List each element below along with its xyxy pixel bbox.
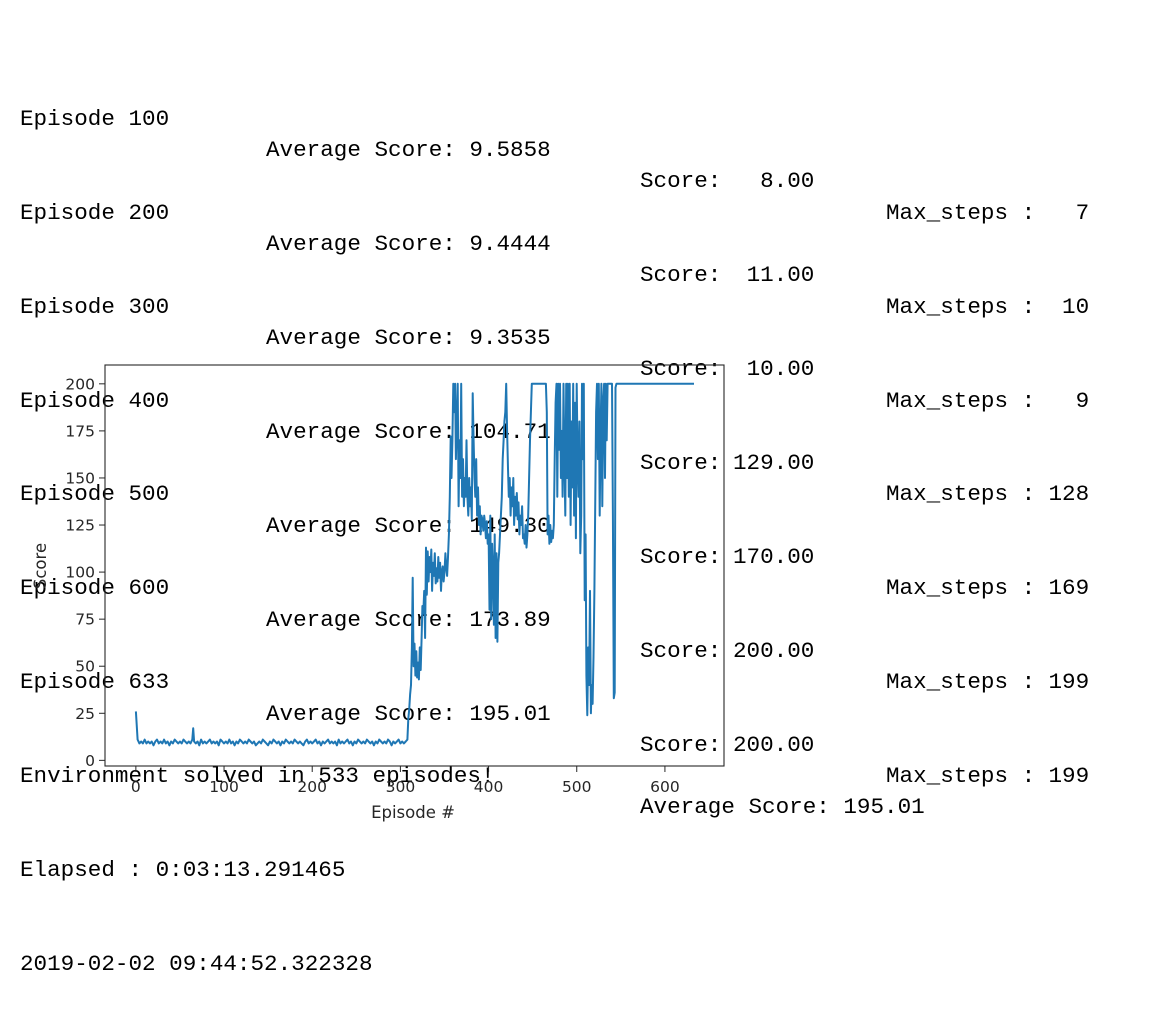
episode-label: Episode 300 <box>20 293 170 320</box>
score-label: Score: <box>640 637 722 664</box>
elapsed-time: Elapsed : 0:03:13.291465 <box>20 857 346 884</box>
max-steps-field: Max_steps : 9 <box>886 386 1089 417</box>
series-layer <box>134 382 694 747</box>
max-steps-value: 7 <box>1075 199 1090 226</box>
max-steps-value: 10 <box>1062 293 1090 320</box>
log-line-episode-500: Episode 500 Average Score: 149.30 Score:… <box>20 448 1089 601</box>
score-label: Score: <box>640 450 722 477</box>
plot-border <box>104 364 725 767</box>
y-tick-label: 25 <box>75 705 95 723</box>
y-tick-label: 125 <box>65 517 95 535</box>
max-steps-field: Max_steps : 10 <box>886 292 1089 323</box>
score-chart-container: 0 100 200 300 400 500 600 0 25 50 75 100 125 150 175 2… <box>31 364 725 822</box>
score-label: Score: <box>640 262 722 289</box>
score-field: Score: 170.00 <box>640 542 814 573</box>
max-steps-field: Max_steps : 199 <box>886 667 1089 698</box>
y-tick-label: 175 <box>65 422 95 440</box>
max-steps-field: Max_steps : 128 <box>886 479 1089 510</box>
max-steps-label: Max_steps : <box>886 481 1036 508</box>
episode-label: Episode 600 <box>20 575 170 602</box>
log-line-solved: Environment solved in 533 episodes! Aver… <box>20 730 925 820</box>
x-axis-label: Episode # <box>371 803 455 822</box>
x-axis-ticks: 0 100 200 300 400 500 600 <box>131 766 680 796</box>
max-steps-value: 199 <box>1048 669 1090 696</box>
score-value: 170.00 <box>733 544 815 571</box>
score-label: Score: <box>640 356 722 383</box>
training-log-output: Episode 100 Average Score: 9.5858 Score:… <box>20 10 1089 980</box>
average-score: Average Score: 9.3535 <box>266 324 551 351</box>
score-field: Score: 200.00 <box>640 730 814 761</box>
x-tick-label: 500 <box>562 778 592 796</box>
y-tick-label: 50 <box>75 658 95 676</box>
plot-frame <box>104 364 725 767</box>
score-label: Score: <box>640 731 722 758</box>
max-steps-label: Max_steps : <box>886 293 1036 320</box>
score-field: Score: 8.00 <box>640 166 814 197</box>
max-steps-value: 199 <box>1048 763 1090 790</box>
max-steps-field: Max_steps : 169 <box>886 573 1089 604</box>
max-steps-field: Max_steps : 199 <box>886 761 1089 792</box>
average-score: Average Score: 149.30 <box>266 512 551 539</box>
max-steps-label: Max_steps : <box>886 763 1036 790</box>
average-score: Average Score: 173.89 <box>266 606 551 633</box>
score-value: 200.00 <box>733 637 815 664</box>
episode-label: Episode 400 <box>20 387 170 414</box>
x-tick-label: 100 <box>209 778 239 796</box>
log-line-episode-300: Episode 300 Average Score: 9.3535 Score:… <box>20 260 1089 414</box>
log-line-episode-200: Episode 200 Average Score: 9.4444 Score:… <box>20 166 1089 320</box>
score-label: Score: <box>640 544 722 571</box>
score-value: 10.00 <box>746 356 815 383</box>
max-steps-label: Max_steps : <box>886 669 1036 696</box>
log-line-timestamp: 2019-02-02 09:44:52.322328 <box>20 918 373 977</box>
average-score: Average Score: 195.01 <box>266 700 551 727</box>
max-steps-field: Max_steps : 7 <box>886 198 1089 229</box>
x-tick-label: 600 <box>650 778 680 796</box>
y-tick-label: 100 <box>65 564 95 582</box>
max-steps-label: Max_steps : <box>886 199 1036 226</box>
score-field: Score: 10.00 <box>640 354 814 385</box>
log-line-episode-400: Episode 400 Average Score: 104.71 Score:… <box>20 354 1089 508</box>
score-field: Score: 200.00 <box>640 636 814 667</box>
episode-label: Episode 500 <box>20 481 170 508</box>
log-line-episode-600: Episode 600 Average Score: 173.89 Score:… <box>20 542 1089 695</box>
max-steps-label: Max_steps : <box>886 575 1036 602</box>
episode-label: Episode 633 <box>20 669 170 696</box>
score-field: Score: 129.00 <box>640 448 814 479</box>
y-tick-label: 75 <box>75 611 95 629</box>
score-value: 200.00 <box>733 731 815 758</box>
average-score: Average Score: 104.71 <box>266 418 551 445</box>
score-value: 129.00 <box>733 450 815 477</box>
log-line-episode-100: Episode 100 Average Score: 9.5858 Score:… <box>20 73 1089 226</box>
episode-label: Episode 100 <box>20 105 170 132</box>
max-steps-value: 128 <box>1048 481 1090 508</box>
solved-average-score: Average Score: 195.01 <box>640 794 925 821</box>
average-score: Average Score: 9.4444 <box>266 231 551 258</box>
score-value: 11.00 <box>746 262 815 289</box>
y-axis-ticks: 0 25 50 75 100 125 150 175 200 <box>65 375 105 770</box>
x-tick-label: 400 <box>474 778 504 796</box>
solved-message: Environment solved in 533 episodes! <box>20 763 495 790</box>
x-tick-label: 300 <box>386 778 416 796</box>
episode-label: Episode 200 <box>20 199 170 226</box>
score-label: Score: <box>640 168 722 195</box>
max-steps-value: 9 <box>1075 387 1090 414</box>
max-steps-label: Max_steps : <box>886 387 1036 414</box>
y-tick-label: 0 <box>85 752 95 770</box>
timestamp: 2019-02-02 09:44:52.322328 <box>20 950 373 977</box>
x-tick-label: 200 <box>297 778 327 796</box>
log-line-episode-633: Episode 633 Average Score: 195.01 Score:… <box>20 636 1089 789</box>
y-tick-label: 200 <box>65 375 95 393</box>
score-chart: 0 100 200 300 400 500 600 0 25 50 75 100 125 150 175 2… <box>31 364 725 822</box>
y-axis-label: Score <box>31 543 50 589</box>
series-line-score <box>134 382 694 747</box>
max-steps-value: 169 <box>1048 575 1090 602</box>
score-field: Score: 11.00 <box>640 260 814 291</box>
y-tick-label: 150 <box>65 469 95 487</box>
score-value: 8.00 <box>760 168 815 195</box>
x-tick-label: 0 <box>131 778 141 796</box>
average-score: Average Score: 9.5858 <box>266 137 551 164</box>
